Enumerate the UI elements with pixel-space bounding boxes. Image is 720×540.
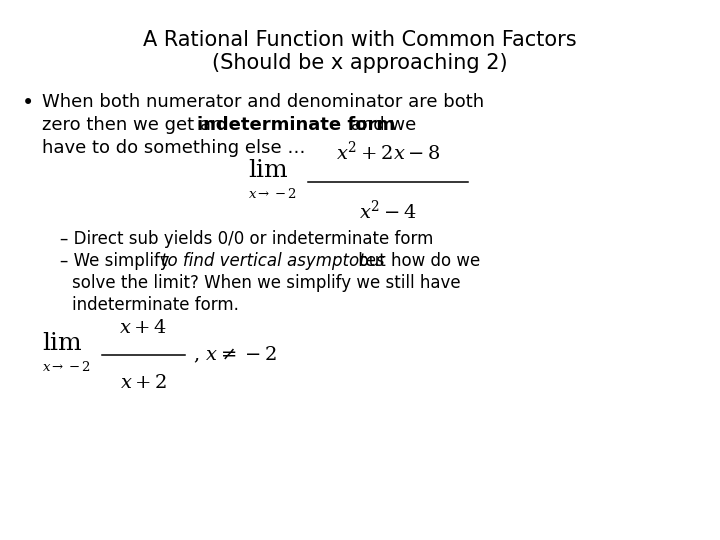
Text: have to do something else …: have to do something else … (42, 139, 305, 157)
Text: solve the limit? When we simplify we still have: solve the limit? When we simplify we sti… (72, 274, 461, 292)
Text: indeterminate form: indeterminate form (197, 116, 395, 134)
Text: $x\rightarrow -2$: $x\rightarrow -2$ (248, 187, 297, 201)
Text: zero then we get an: zero then we get an (42, 116, 228, 134)
Text: (Should be x approaching 2): (Should be x approaching 2) (212, 53, 508, 73)
Text: and we: and we (345, 116, 416, 134)
Text: $\lim$: $\lim$ (42, 331, 83, 355)
Text: $x^2+2x-8$: $x^2+2x-8$ (336, 141, 441, 164)
Text: $x^2-4$: $x^2-4$ (359, 200, 417, 223)
Text: – Direct sub yields 0/0 or indeterminate form: – Direct sub yields 0/0 or indeterminate… (60, 230, 433, 248)
Text: $x+4$: $x+4$ (120, 318, 168, 337)
Text: $,\, x\neq -2$: $,\, x\neq -2$ (193, 345, 277, 365)
Text: $\lim$: $\lim$ (248, 158, 289, 182)
Text: but how do we: but how do we (353, 252, 480, 270)
Text: •: • (22, 93, 35, 113)
Text: indeterminate form.: indeterminate form. (72, 296, 239, 314)
Text: to find vertical asymptotes: to find vertical asymptotes (161, 252, 384, 270)
Text: When both numerator and denominator are both: When both numerator and denominator are … (42, 93, 484, 111)
Text: $x\rightarrow -2$: $x\rightarrow -2$ (42, 360, 91, 374)
Text: A Rational Function with Common Factors: A Rational Function with Common Factors (143, 30, 577, 50)
Text: $x+2$: $x+2$ (120, 373, 167, 392)
Text: – We simplify: – We simplify (60, 252, 175, 270)
